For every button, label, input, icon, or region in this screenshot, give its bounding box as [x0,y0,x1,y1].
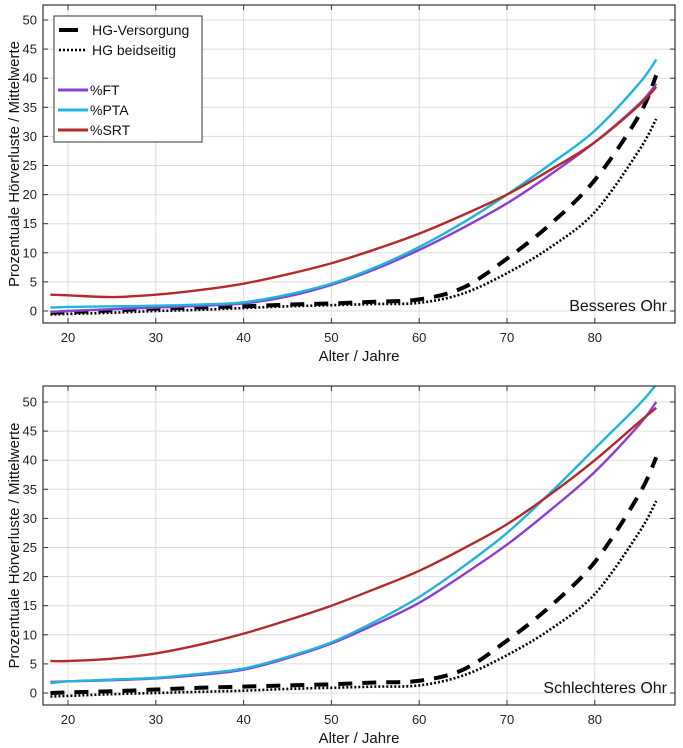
y-tick-label: 30 [23,129,37,144]
series-line-pta [50,386,657,685]
chart-panel-1: 20 30 40 50 60 70 80 0 5 10 15 20 25 30 35 40 45 50 Alter … [6,4,676,365]
x-tick-label: 50 [324,712,338,727]
plot-frame [42,4,676,324]
y-tick-label: 25 [23,158,37,173]
y-tick-label: 20 [23,569,37,584]
legend: HG-Versorgung HG beidseitig %FT %PTA %SRT [53,15,203,143]
y-tick-label: 10 [23,627,37,642]
y-tick-label: 20 [23,187,37,202]
y-tick-label: 45 [23,42,37,57]
y-tick-label: 15 [23,216,37,231]
y-tick-label: 0 [30,686,37,701]
series-line-ft [50,401,658,684]
x-tick-label: 80 [588,712,602,727]
series-line-srt [50,406,658,663]
chart-panel-2: 20 30 40 50 60 70 80 0 5 10 15 20 25 30 35 40 45 50 Alter … [6,385,676,747]
series-line-ft [50,83,658,314]
x-tick-label: 60 [412,330,426,345]
y-tick-label: 5 [30,274,37,289]
x-tick-label: 20 [61,330,75,345]
x-tick-label: 20 [61,712,75,727]
panel-annotation: Besseres Ohr [569,298,667,315]
y-tick-label: 40 [23,453,37,468]
x-tick-label: 40 [236,330,250,345]
x-axis-label: Alter / Jahre [319,730,400,747]
x-tick-label: 60 [412,712,426,727]
plot-frame [42,385,676,706]
y-tick-label: 10 [23,245,37,260]
x-tick-label: 70 [500,330,514,345]
y-tick-label: 35 [23,482,37,497]
x-tick-label: 30 [149,330,163,345]
series-line-pta [50,58,658,309]
legend-label: HG-Versorgung [92,22,189,38]
legend-label: %PTA [90,102,129,118]
y-tick-label: 35 [23,100,37,115]
y-tick-label: 40 [23,71,37,86]
x-tick-label: 30 [149,712,163,727]
legend-label: %FT [90,82,120,98]
series-line-hg-versorgung [50,456,659,695]
series-line-hg-beidseitig [50,118,658,316]
y-axis-label: Prozentuale Hörverluste / Mittelwerte [6,41,23,287]
x-axis-label: Alter / Jahre [319,348,400,365]
legend-box [53,15,203,143]
series-group [50,386,659,698]
y-tick-label: 50 [23,13,37,28]
series-line-hg-beidseitig [50,500,658,698]
y-tick-label: 25 [23,540,37,555]
y-tick-label: 45 [23,424,37,439]
y-tick-label: 50 [23,395,37,410]
x-tick-label: 80 [588,330,602,345]
y-tick-label: 5 [30,656,37,671]
x-tick-label: 50 [324,330,338,345]
y-tick-label: 15 [23,598,37,613]
x-tick-label: 70 [500,712,514,727]
series-line-srt [50,86,658,299]
panel-annotation: Schlechteres Ohr [543,680,667,697]
y-tick-label: 0 [30,304,37,319]
y-tick-label: 30 [23,511,37,526]
series-group [50,58,659,316]
legend-label: HG beidseitig [92,42,176,58]
legend-label: %SRT [90,122,131,138]
x-tick-label: 40 [236,712,250,727]
y-axis-label: Prozentuale Hörverluste / Mittelwerte [6,423,23,669]
